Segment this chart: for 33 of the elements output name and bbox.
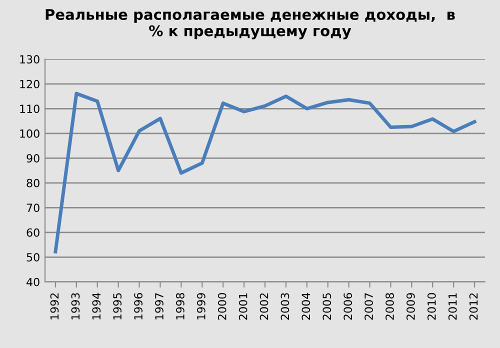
y-tick-label: 70: [26, 204, 40, 212]
y-tick-label: 50: [26, 253, 40, 262]
line-series: [54, 92, 476, 254]
x-tick-label: 2011: [448, 293, 457, 320]
y-tick-label: 120: [20, 80, 40, 88]
x-tick-label: 2009: [406, 293, 415, 320]
x-tick-label: 2006: [344, 292, 352, 320]
y-tick-label: 130: [20, 55, 40, 64]
y-tick-label: 40: [26, 278, 40, 286]
x-tick-label: 2012: [469, 293, 478, 320]
x-tick-label: 1997: [155, 293, 164, 320]
chart-title: Реальные располагаемые денежные доходы, в % к предыдущему году: [46, 9, 455, 40]
x-tick-label: 2010: [427, 293, 436, 320]
x-tick-label: 2008: [386, 293, 394, 320]
x-tick-label: 2007: [364, 293, 373, 320]
x-tick-label: 1996: [134, 292, 143, 320]
x-tick-label: 1994: [92, 292, 101, 320]
x-tick-label: 2005: [322, 293, 332, 320]
x-tick-label: 2004: [302, 292, 310, 320]
x-tick-label: 1995: [113, 293, 122, 320]
y-tick-label: 60: [26, 228, 40, 237]
x-tick-label: 1998: [176, 293, 184, 320]
x-tick-label: 2002: [260, 293, 268, 320]
y-tick-label: 90: [26, 154, 40, 163]
y-tick-label: 100: [20, 129, 40, 138]
x-tick-label: 2001: [238, 293, 248, 320]
y-tick-label: 80: [26, 178, 40, 188]
x-tick-label: 2000: [218, 293, 226, 320]
y-tick-label: 110: [20, 104, 40, 114]
x-tick-label: 2003: [280, 293, 290, 320]
x-tick-label: 1993: [71, 293, 80, 320]
x-tick-label: 1992: [50, 293, 59, 320]
x-tick-label: 1999: [196, 293, 206, 320]
